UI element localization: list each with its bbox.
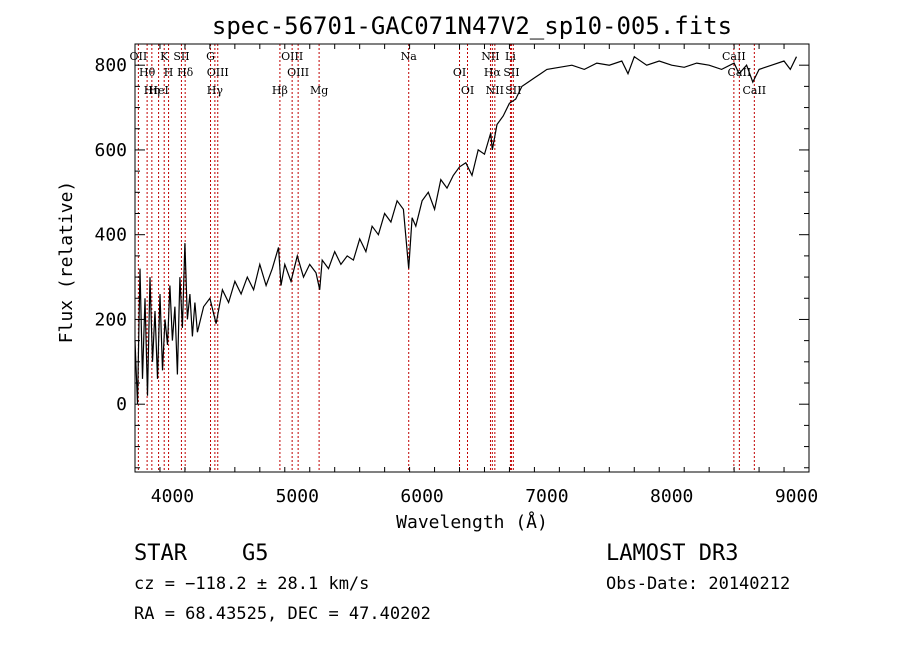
y-tick-label: 0 — [116, 394, 127, 415]
y-tick-labels: 0 200 400 600 800 — [94, 55, 127, 415]
x-tick-labels: 4000 5000 6000 7000 8000 9000 — [151, 486, 818, 507]
line-marker-label: OIII — [281, 50, 303, 63]
line-marker-label: CaII — [728, 66, 752, 79]
axis-ticks — [134, 43, 810, 472]
subclass: G5 — [242, 541, 269, 566]
observation-date: Obs-Date: 20140212 — [606, 574, 790, 594]
y-axis-label: Flux (relative) — [56, 181, 77, 344]
line-marker-label: CaII — [722, 50, 746, 63]
x-axis-label: Wavelength (Å) — [396, 511, 548, 533]
line-marker-label: OI — [461, 84, 474, 97]
line-marker-labels: OIIHθHηKHHeISIIHδHγGOIIIHβOIIIOIIIMgNaOI… — [130, 50, 767, 97]
x-tick-label: 8000 — [650, 486, 693, 507]
line-marker-label: SII — [505, 84, 521, 97]
line-marker-label: OII — [130, 50, 148, 63]
line-marker-label: Hγ — [207, 84, 224, 97]
x-tick-label: 5000 — [276, 486, 319, 507]
coordinates: RA = 68.43525, DEC = 47.40202 — [134, 604, 431, 624]
line-marker-label: Hα — [484, 66, 502, 79]
line-marker-label: Na — [401, 50, 418, 63]
line-marker-label: Hδ — [177, 66, 194, 79]
line-marker-label: SII — [173, 50, 189, 63]
y-tick-label: 400 — [94, 225, 127, 246]
plot-frame — [134, 43, 810, 473]
line-markers — [137, 44, 755, 472]
line-marker-label: Mg — [310, 84, 328, 97]
line-marker-label: HeI — [148, 84, 168, 97]
line-marker-label: Hβ — [272, 84, 288, 97]
spectrum-line — [134, 55, 798, 405]
survey-name: LAMOST DR3 — [606, 541, 738, 566]
line-marker-label: NII — [481, 50, 499, 63]
line-marker-label: Hη — [144, 84, 160, 97]
line-marker-label: SII — [503, 66, 519, 79]
line-marker-label: OIII — [207, 66, 229, 79]
redshift-velocity: cz = −118.2 ± 28.1 km/s — [134, 574, 369, 594]
y-tick-label: 200 — [94, 309, 127, 330]
y-tick-label: 800 — [94, 55, 127, 76]
x-tick-label: 7000 — [525, 486, 568, 507]
x-tick-label: 4000 — [151, 486, 194, 507]
object-class: STAR — [134, 541, 188, 566]
line-marker-label: K — [160, 50, 169, 63]
line-marker-label: OIII — [287, 66, 309, 79]
line-marker-label: OI — [453, 66, 466, 79]
line-marker-label: G — [206, 50, 215, 63]
x-tick-label: 6000 — [400, 486, 443, 507]
line-marker-label: Hθ — [139, 66, 156, 79]
line-marker-label: Li — [505, 50, 516, 63]
y-tick-label: 600 — [94, 140, 127, 161]
line-marker-label: NII — [486, 84, 504, 97]
line-marker-label: H — [164, 66, 174, 79]
x-tick-label: 9000 — [775, 486, 818, 507]
chart-title: spec-56701-GAC071N47V2_sp10-005.fits — [212, 12, 732, 40]
line-marker-label: CaII — [742, 84, 766, 97]
